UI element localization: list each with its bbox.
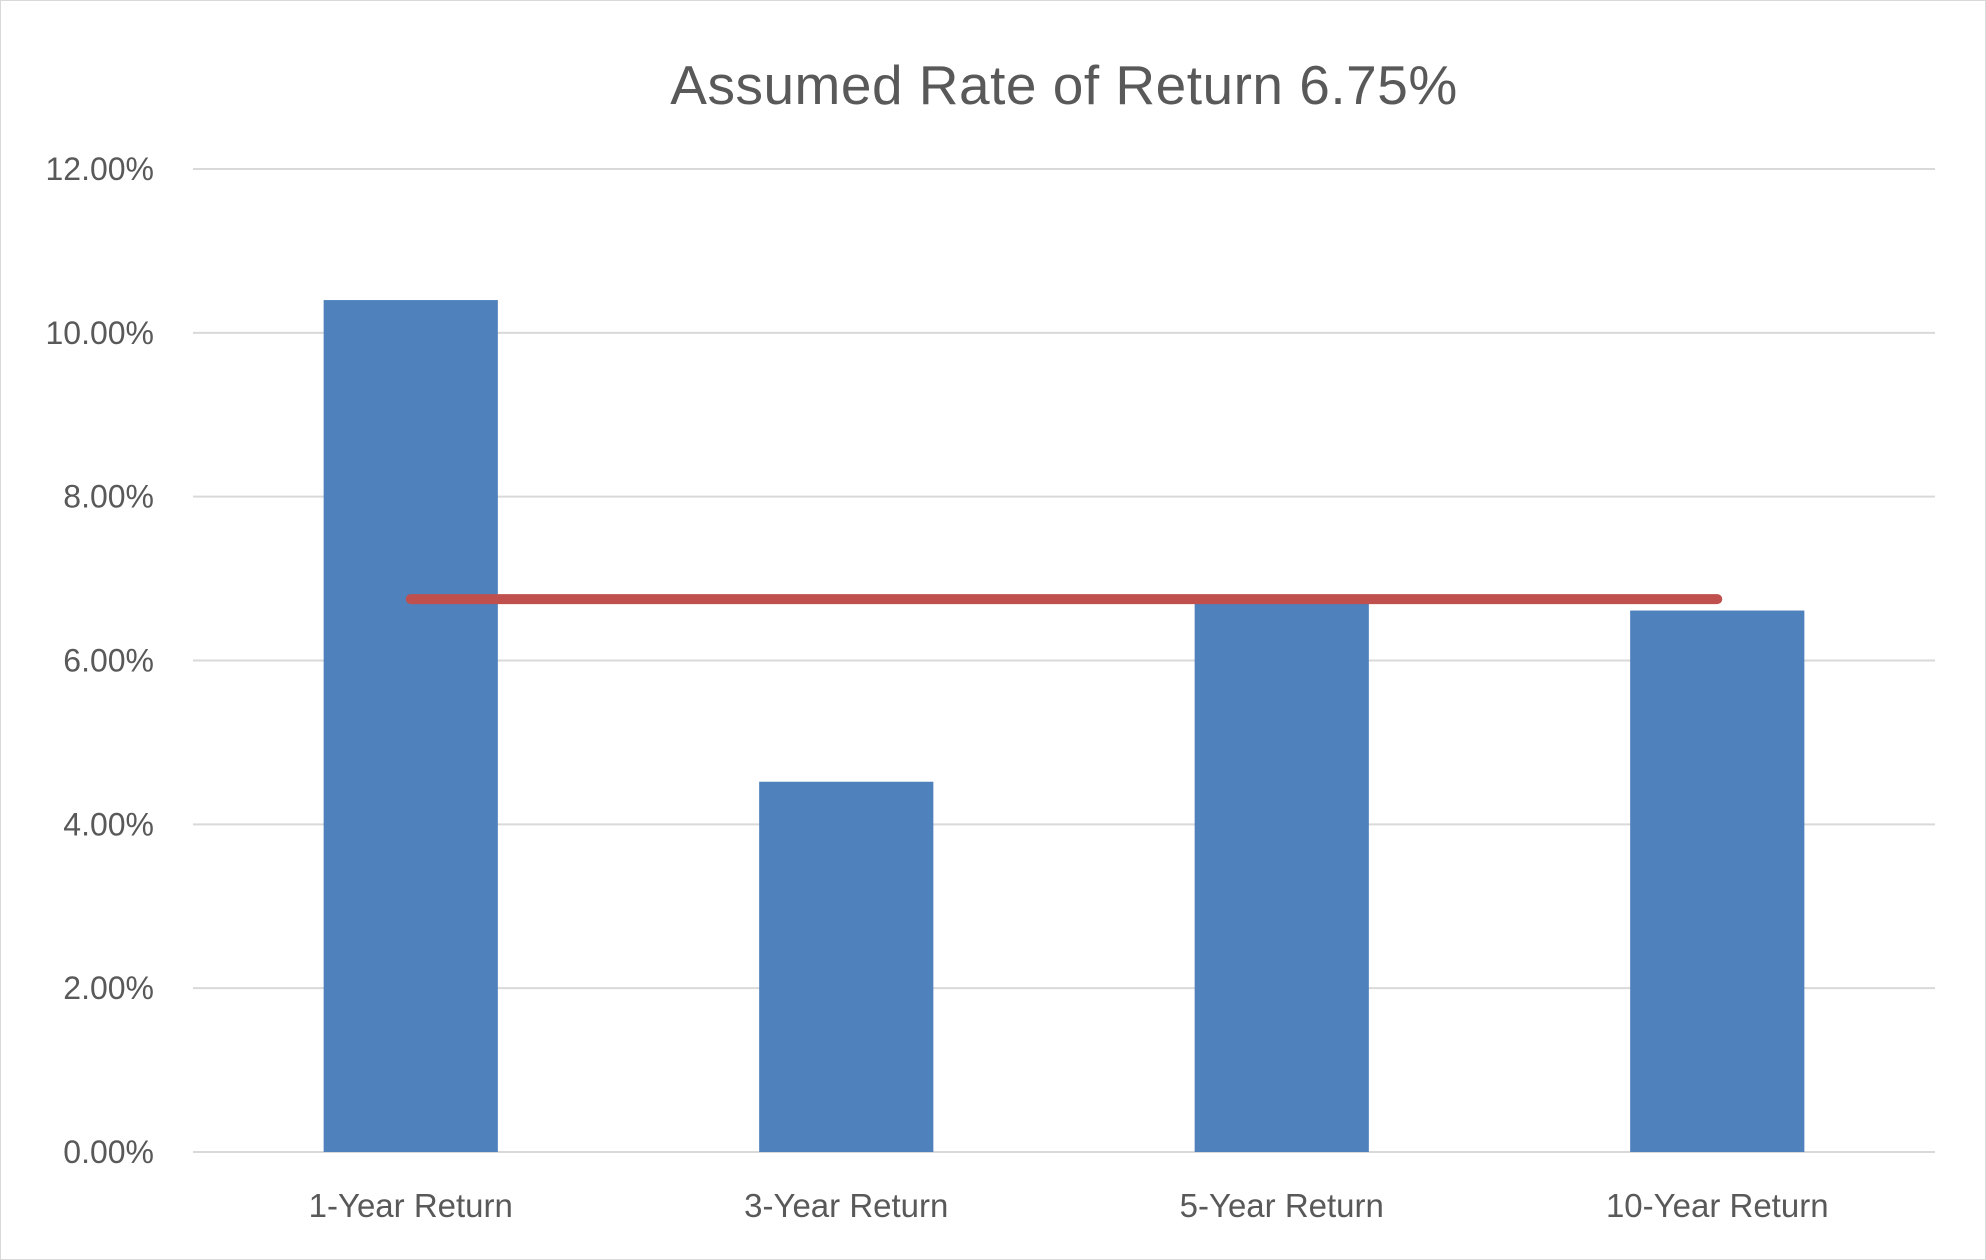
chart-title: Assumed Rate of Return 6.75%: [670, 54, 1458, 116]
bar-series: [323, 300, 1805, 1153]
y-tick-label: 12.00%: [45, 151, 154, 187]
y-tick-label: 8.00%: [63, 479, 154, 515]
x-category-label: 3-Year Return: [744, 1187, 948, 1224]
x-axis-category-labels: 1-Year Return 3-Year Return 5-Year Return 1…: [309, 1187, 1829, 1224]
y-axis-tick-labels: 0.00% 2.00% 4.00% 6.00% 8.00% 10.00% 12.00%: [45, 151, 154, 1170]
y-tick-label: 0.00%: [63, 1134, 154, 1170]
y-tick-label: 10.00%: [45, 315, 154, 351]
bar-10-year-return: [1630, 610, 1805, 1152]
x-category-label: 5-Year Return: [1180, 1187, 1384, 1224]
bar-1-year-return: [323, 300, 498, 1153]
bar-5-year-return: [1194, 598, 1369, 1152]
bar-3-year-return: [759, 781, 934, 1152]
x-category-label: 1-Year Return: [309, 1187, 513, 1224]
x-category-label: 10-Year Return: [1606, 1187, 1829, 1224]
y-tick-label: 4.00%: [63, 806, 154, 842]
y-tick-label: 2.00%: [63, 970, 154, 1006]
y-tick-label: 6.00%: [63, 643, 154, 679]
